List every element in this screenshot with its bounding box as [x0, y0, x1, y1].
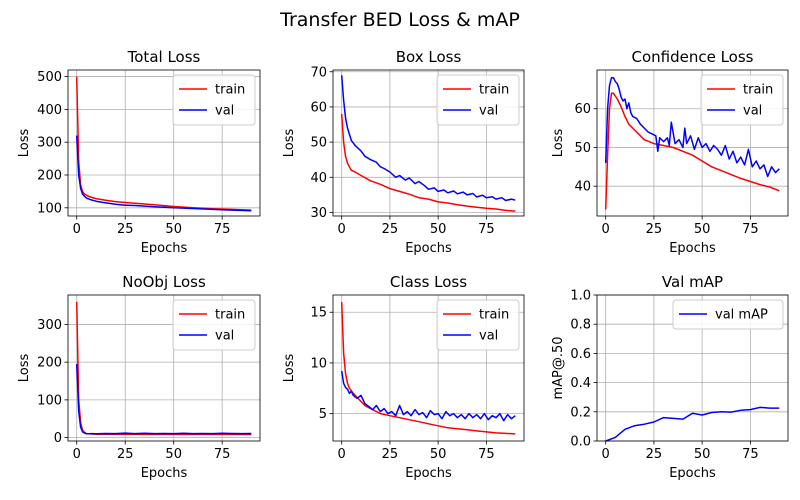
y-tick-label: 200: [37, 356, 62, 371]
y-tick-label: 0: [54, 431, 62, 446]
y-axis-label: Loss: [17, 354, 32, 383]
y-tick-label: 5: [319, 407, 327, 422]
subplot-title: Class Loss: [390, 273, 467, 291]
x-tick-label: 0: [73, 447, 81, 462]
legend-label: val: [215, 104, 234, 119]
x-tick-label: 50: [165, 222, 182, 237]
x-tick-label: 0: [602, 222, 610, 237]
legend-label: val mAP: [715, 308, 768, 323]
legend-label: val: [479, 329, 498, 344]
x-tick-label: 0: [338, 222, 346, 237]
y-axis-label: Loss: [551, 129, 566, 158]
x-tick-label: 0: [73, 222, 81, 237]
y-tick-label: 0.8: [570, 318, 591, 333]
legend-label: val: [479, 104, 498, 119]
y-tick-label: 300: [37, 136, 62, 151]
y-tick-label: 300: [37, 318, 62, 333]
y-tick-label: 0.2: [570, 405, 591, 420]
y-tick-label: 0.0: [570, 435, 591, 450]
y-tick-label: 40: [574, 180, 591, 195]
x-tick-label: 50: [165, 447, 182, 462]
legend-label: train: [743, 83, 773, 98]
subplot-title: NoObj Loss: [122, 273, 206, 291]
y-tick-label: 400: [37, 103, 62, 118]
x-tick-label: 75: [214, 447, 231, 462]
y-tick-label: 70: [310, 65, 327, 80]
legend-label: val: [215, 329, 234, 344]
y-tick-label: 1.0: [570, 289, 591, 304]
x-axis-label: Epochs: [141, 466, 188, 481]
x-tick-label: 25: [117, 222, 134, 237]
subplot-title: Confidence Loss: [631, 48, 753, 66]
y-tick-label: 0.4: [570, 376, 591, 391]
x-tick-label: 75: [742, 222, 759, 237]
y-tick-label: 60: [574, 102, 591, 117]
y-tick-label: 50: [574, 141, 591, 156]
x-tick-label: 50: [430, 447, 447, 462]
y-tick-label: 200: [37, 168, 62, 183]
y-axis-label: Loss: [282, 129, 297, 158]
x-axis-label: Epochs: [141, 241, 188, 256]
legend-label: val: [743, 104, 762, 119]
x-tick-label: 75: [742, 447, 759, 462]
y-tick-label: 10: [310, 356, 327, 371]
y-tick-label: 60: [310, 100, 327, 115]
subplot-title: Val mAP: [662, 273, 723, 291]
x-tick-label: 75: [478, 447, 495, 462]
y-tick-label: 30: [310, 206, 327, 221]
x-axis-label: Epochs: [669, 466, 716, 481]
x-axis-label: Epochs: [405, 466, 452, 481]
figure-title: Transfer BED Loss & mAP: [279, 9, 520, 31]
subplot-title: Total Loss: [127, 48, 201, 66]
x-tick-label: 25: [117, 447, 134, 462]
y-tick-label: 100: [37, 393, 62, 408]
y-axis-label: Loss: [282, 354, 297, 383]
y-tick-label: 50: [310, 136, 327, 151]
x-tick-label: 25: [382, 222, 399, 237]
x-tick-label: 25: [646, 222, 663, 237]
subplot-title: Box Loss: [396, 48, 462, 66]
x-tick-label: 25: [382, 447, 399, 462]
x-tick-label: 0: [338, 447, 346, 462]
y-axis-label: Loss: [17, 129, 32, 158]
x-tick-label: 50: [694, 447, 711, 462]
y-tick-label: 15: [310, 306, 327, 321]
y-tick-label: 500: [37, 70, 62, 85]
x-tick-label: 50: [694, 222, 711, 237]
y-tick-label: 0.6: [570, 347, 591, 362]
legend-label: train: [479, 308, 509, 323]
x-axis-label: Epochs: [405, 241, 452, 256]
x-tick-label: 75: [214, 222, 231, 237]
x-tick-label: 0: [602, 447, 610, 462]
x-tick-label: 25: [646, 447, 663, 462]
x-tick-label: 75: [478, 222, 495, 237]
legend-label: train: [479, 83, 509, 98]
y-tick-label: 100: [37, 201, 62, 216]
legend-label: train: [215, 83, 245, 98]
x-tick-label: 50: [430, 222, 447, 237]
x-axis-label: Epochs: [669, 241, 716, 256]
y-axis-label: mAP@.50: [551, 336, 566, 399]
y-tick-label: 40: [310, 171, 327, 186]
legend-label: train: [215, 308, 245, 323]
